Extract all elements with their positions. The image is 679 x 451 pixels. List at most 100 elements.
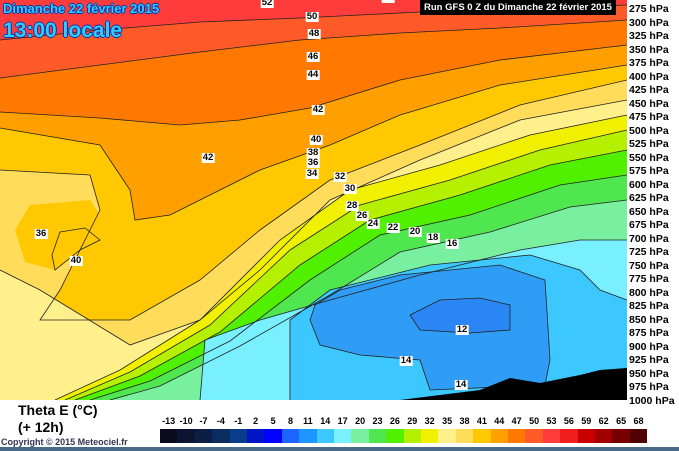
legend-swatch [160, 429, 178, 443]
legend-tick-label: 11 [303, 416, 313, 426]
contour-label: 46 [306, 51, 320, 62]
contour-line [199, 239, 627, 400]
contour-label: 18 [426, 232, 440, 243]
contour-line [109, 199, 627, 400]
pressure-level-label: 750 hPa [629, 259, 669, 272]
pressure-level-label: 625 hPa [629, 192, 669, 204]
legend-swatch [334, 429, 352, 443]
contour-label: 26 [355, 210, 369, 221]
legend-swatch [247, 429, 265, 443]
contour-label: 42 [201, 152, 215, 163]
legend-swatch [577, 429, 595, 443]
pressure-level-label: 1000 hPa [629, 394, 675, 407]
legend-tick-label: 8 [287, 416, 294, 426]
legend-tick-label: 68 [633, 416, 644, 426]
pressure-level-label: 650 hPa [629, 205, 669, 218]
legend-swatch [177, 429, 195, 443]
legend-swatch [212, 429, 230, 443]
legend-swatch [229, 429, 247, 443]
contour-label: 32 [333, 171, 347, 182]
pressure-level-label: 975 hPa [629, 381, 669, 393]
theta-e-cross-section [0, 0, 627, 400]
pressure-level-label: 400 hPa [629, 70, 669, 83]
legend-swatch [403, 429, 421, 443]
legend-swatch [455, 429, 474, 443]
bottom-border [0, 447, 679, 451]
contour-label: 24 [366, 218, 380, 229]
contour-label: 20 [408, 226, 422, 237]
legend-tick-label: 47 [511, 416, 522, 426]
pressure-level-label: 425 hPa [629, 84, 669, 96]
pressure-level-label: 575 hPa [629, 165, 669, 177]
forecast-time: 13:00 locale [3, 19, 123, 42]
contour-label: 34 [305, 168, 319, 179]
legend-swatch [595, 429, 613, 443]
pressure-level-label: 475 hPa [629, 111, 669, 123]
contour-label: 50 [305, 11, 319, 22]
legend-swatch [612, 429, 630, 443]
legend-tick-label: -7 [199, 416, 208, 426]
legend-tick-label: -10 [179, 416, 193, 426]
contour-label: 38 [306, 147, 320, 158]
legend-swatch [264, 429, 282, 443]
legend-swatch [316, 429, 334, 443]
contour-label: 40 [309, 134, 323, 145]
pressure-level-label: 525 hPa [629, 138, 669, 150]
legend-tick-label: -13 [162, 416, 176, 426]
legend-swatch [490, 429, 508, 443]
pressure-level-label: 275 hPa [629, 3, 669, 15]
contour-line [289, 254, 627, 400]
legend-tick-label: 65 [616, 416, 627, 426]
legend-tick-label: 59 [581, 416, 592, 426]
pressure-level-label: 350 hPa [629, 43, 669, 56]
contour-label: 30 [343, 183, 357, 194]
legend-tick-label: 20 [355, 416, 366, 426]
variable-label: Theta E (°C) [18, 402, 98, 418]
legend-tick-label: 38 [459, 416, 470, 426]
pressure-level-label: 700 hPa [629, 232, 669, 245]
legend-tick-label: 35 [442, 416, 453, 426]
legend-tick-label: 5 [270, 416, 276, 426]
legend-tick-label: 26 [389, 416, 400, 426]
legend-swatch [368, 429, 387, 443]
legend-swatch [629, 429, 648, 443]
band-12-core [409, 297, 511, 334]
legend-swatch [281, 429, 300, 443]
legend-swatch [421, 429, 439, 443]
legend-tick-label: 29 [407, 416, 418, 426]
contour-label: 36 [306, 157, 320, 168]
legend-tick-label: -4 [216, 416, 225, 426]
pressure-level-label: 450 hPa [629, 97, 669, 110]
legend-tick-label: 17 [337, 416, 348, 426]
pressure-level-label: 850 hPa [629, 313, 669, 326]
contour-label: 44 [306, 69, 320, 80]
contour-label: 12 [455, 324, 469, 335]
pressure-level-label: 825 hPa [629, 300, 669, 312]
contour-label: 22 [386, 222, 400, 233]
contour-label: 36 [34, 228, 48, 239]
legend-tick-label: 23 [372, 416, 383, 426]
legend-swatch [351, 429, 369, 443]
legend-swatch [542, 429, 561, 443]
legend-swatch [386, 429, 404, 443]
pressure-level-label: 325 hPa [629, 30, 669, 42]
pressure-level-label: 600 hPa [629, 178, 669, 191]
pressure-level-label: 950 hPa [629, 367, 669, 380]
contour-label: 42 [311, 104, 325, 115]
legend-tick-label: 41 [476, 416, 487, 426]
contour-label: 28 [345, 200, 359, 211]
legend-tick-label: 56 [563, 416, 574, 426]
pressure-level-label: 375 hPa [629, 57, 669, 69]
pressure-level-label: 725 hPa [629, 246, 669, 258]
terrain [400, 368, 627, 400]
contour-line [89, 174, 627, 400]
contour-label: 14 [454, 379, 468, 390]
legend-swatch [525, 429, 543, 443]
forecast-step: (+ 12h) [18, 419, 64, 435]
contour-label: 16 [445, 238, 459, 249]
pressure-level-label: 500 hPa [629, 124, 669, 137]
contour-label: 14 [399, 355, 413, 366]
legend-tick-label: 44 [494, 416, 505, 426]
pressure-level-label: 300 hPa [629, 16, 669, 29]
